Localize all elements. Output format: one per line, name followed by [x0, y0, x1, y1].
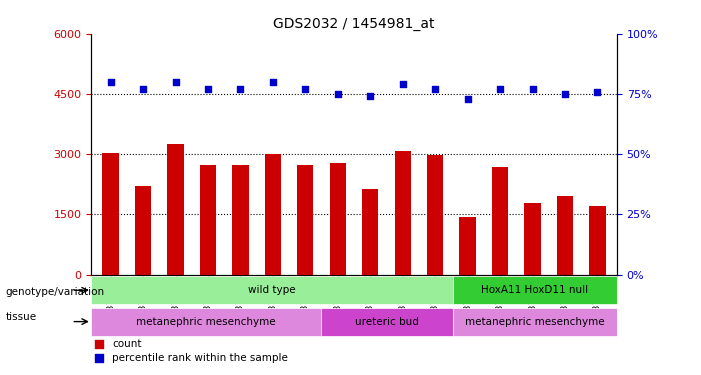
Text: genotype/variation: genotype/variation	[6, 287, 104, 297]
Bar	[321, 308, 453, 336]
Point	[267, 79, 278, 85]
Point	[137, 86, 149, 92]
Bar	[362, 189, 379, 274]
Bar	[557, 196, 573, 274]
Text: metanephric mesenchyme: metanephric mesenchyme	[465, 316, 604, 327]
Point	[203, 86, 214, 92]
Point	[559, 91, 571, 97]
Point	[462, 96, 473, 102]
Point	[94, 341, 105, 347]
Point	[235, 86, 246, 92]
Bar	[265, 154, 281, 274]
Point	[430, 86, 441, 92]
Bar	[168, 144, 184, 274]
Point	[397, 81, 408, 87]
Point	[105, 79, 116, 85]
Point	[332, 91, 343, 97]
Bar	[459, 217, 476, 274]
Text: tissue: tissue	[6, 312, 36, 322]
Point	[592, 88, 603, 94]
Bar	[453, 308, 617, 336]
Bar	[91, 276, 453, 304]
Point	[365, 93, 376, 99]
Bar	[135, 186, 151, 274]
Bar	[102, 153, 118, 274]
Bar	[427, 155, 443, 274]
Point	[300, 86, 311, 92]
Text: wild type: wild type	[248, 285, 296, 295]
Title: GDS2032 / 1454981_at: GDS2032 / 1454981_at	[273, 17, 435, 32]
Text: count: count	[112, 339, 142, 349]
Bar	[91, 308, 321, 336]
Bar	[297, 165, 313, 274]
Bar	[524, 203, 540, 274]
Bar	[200, 165, 216, 274]
Text: percentile rank within the sample: percentile rank within the sample	[112, 354, 288, 363]
Point	[527, 86, 538, 92]
Bar	[590, 206, 606, 274]
Point	[494, 86, 505, 92]
Bar	[453, 276, 617, 304]
Bar	[492, 167, 508, 274]
Text: metanephric mesenchyme: metanephric mesenchyme	[136, 316, 276, 327]
Point	[170, 79, 181, 85]
Point	[94, 356, 105, 362]
Text: ureteric bud: ureteric bud	[355, 316, 418, 327]
Bar	[395, 151, 411, 274]
Bar	[329, 163, 346, 274]
Bar	[232, 165, 249, 274]
Text: HoxA11 HoxD11 null: HoxA11 HoxD11 null	[481, 285, 588, 295]
